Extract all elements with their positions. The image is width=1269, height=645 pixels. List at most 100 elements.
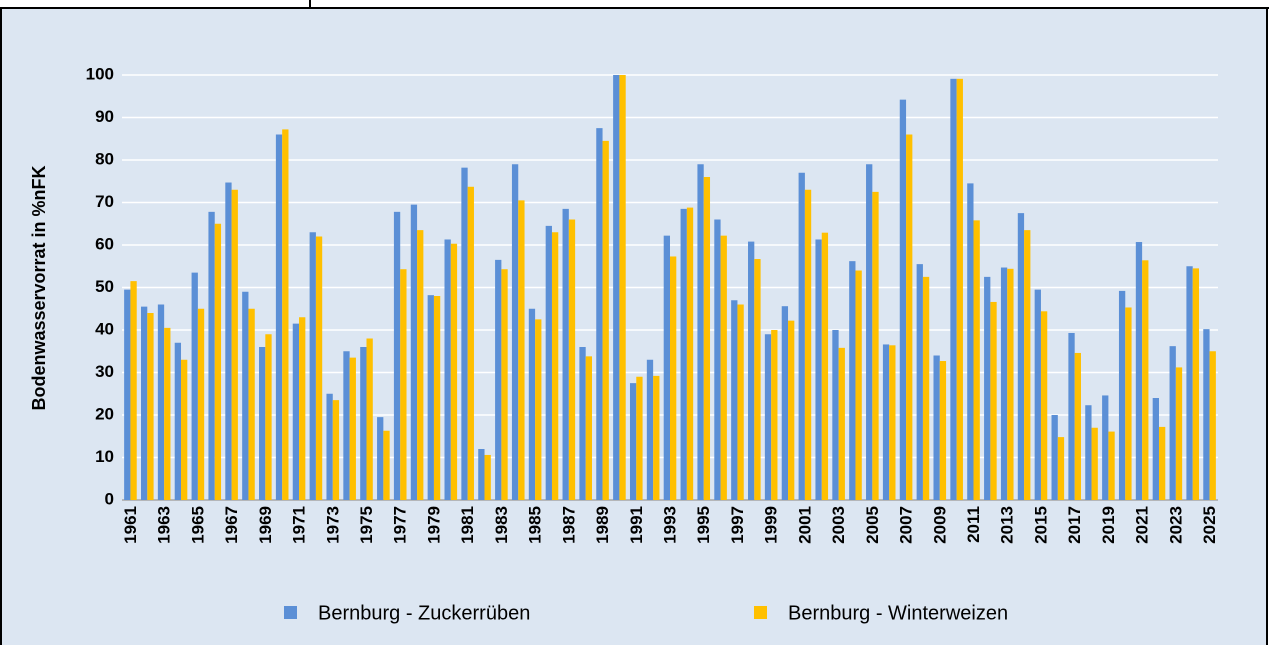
x-tick-label: 1987 (559, 506, 578, 544)
bar (906, 134, 913, 500)
y-tick-label: 100 (86, 64, 114, 83)
bar (1000, 267, 1008, 500)
bar (551, 232, 559, 500)
bar (686, 207, 694, 500)
bar (956, 78, 963, 500)
bar (265, 334, 272, 500)
bar (748, 241, 755, 500)
bar (1017, 213, 1025, 500)
bar (832, 330, 839, 500)
x-tick-label: 1999 (762, 506, 781, 544)
bar (613, 75, 620, 500)
bar (697, 164, 704, 500)
bar (771, 330, 778, 500)
bar (838, 347, 845, 500)
bar (653, 375, 660, 500)
bar (568, 219, 576, 500)
bar (714, 219, 721, 500)
bar (1203, 329, 1210, 500)
bar (1040, 311, 1048, 500)
bar (1091, 427, 1098, 500)
bar (889, 345, 896, 500)
bar (501, 269, 508, 500)
x-tick-label: 1967 (222, 506, 241, 544)
bar (670, 256, 677, 500)
bar (197, 308, 205, 500)
x-tick-label: 2019 (1099, 506, 1118, 544)
bar (1118, 290, 1126, 500)
x-tick-label: 2005 (863, 506, 882, 544)
y-tick-label: 50 (95, 277, 114, 296)
bar (849, 261, 856, 500)
bar (427, 295, 434, 500)
bar (1068, 332, 1075, 500)
x-tick-label: 1993 (661, 506, 680, 544)
bar (781, 306, 789, 500)
x-tick-label: 1963 (155, 506, 174, 544)
bar (629, 383, 637, 500)
bar (663, 235, 670, 500)
bar (343, 351, 350, 500)
bar (164, 327, 171, 500)
bar (181, 359, 188, 500)
bar (1125, 307, 1132, 500)
bar (939, 361, 947, 500)
bar (950, 78, 957, 500)
bar (1209, 351, 1216, 500)
bar (1051, 415, 1058, 500)
bar (461, 167, 468, 500)
bar (1102, 395, 1109, 500)
bar (157, 304, 165, 500)
bar (882, 344, 890, 500)
bar (1085, 405, 1092, 500)
bar (130, 281, 137, 500)
bar (478, 449, 485, 500)
bar (1175, 367, 1183, 500)
y-axis-label: Bodenwasservorrat in %nFK (29, 165, 49, 410)
bar (720, 235, 727, 500)
bar (1186, 266, 1193, 500)
bar (484, 454, 491, 500)
bar (545, 225, 552, 500)
y-tick-label: 40 (95, 319, 114, 338)
bar (1192, 268, 1200, 500)
x-tick-label: 2021 (1133, 506, 1152, 544)
bar (1135, 242, 1143, 500)
y-tick-label: 0 (105, 489, 114, 508)
y-tick-label: 10 (95, 447, 114, 466)
x-tick-label: 1971 (290, 506, 309, 544)
x-tick-label: 1985 (526, 506, 545, 544)
bar (916, 264, 923, 500)
bar (377, 417, 384, 500)
bar (1024, 230, 1031, 500)
x-tick-label: 2011 (964, 506, 983, 543)
bar (433, 296, 441, 500)
bar (275, 134, 283, 500)
bar (821, 232, 829, 501)
x-tick-label: 2017 (1065, 506, 1084, 544)
x-tick-label: 2007 (897, 506, 916, 544)
bar (737, 304, 744, 500)
legend-swatch (284, 606, 297, 619)
bar (562, 208, 569, 500)
x-tick-label: 1965 (188, 506, 207, 544)
x-tick-label: 2001 (795, 506, 814, 544)
y-tick-label: 90 (95, 107, 114, 126)
x-tick-label: 1983 (492, 506, 511, 544)
bar (1108, 431, 1115, 500)
x-tick-label: 1979 (424, 506, 443, 544)
x-tick-label: 2003 (829, 506, 848, 544)
legend-label: Bernburg - Zuckerrüben (318, 602, 530, 624)
bar (1007, 268, 1014, 500)
bar (214, 223, 222, 500)
bar (899, 99, 907, 501)
bar (299, 317, 306, 500)
legend-swatch (754, 606, 767, 619)
x-tick-label: 2025 (1200, 506, 1219, 544)
x-tick-label: 1973 (323, 506, 342, 544)
bar (248, 308, 255, 500)
bar (866, 164, 873, 500)
bar (1034, 289, 1041, 500)
bar (349, 357, 356, 500)
chart-bg (1, 9, 1267, 645)
